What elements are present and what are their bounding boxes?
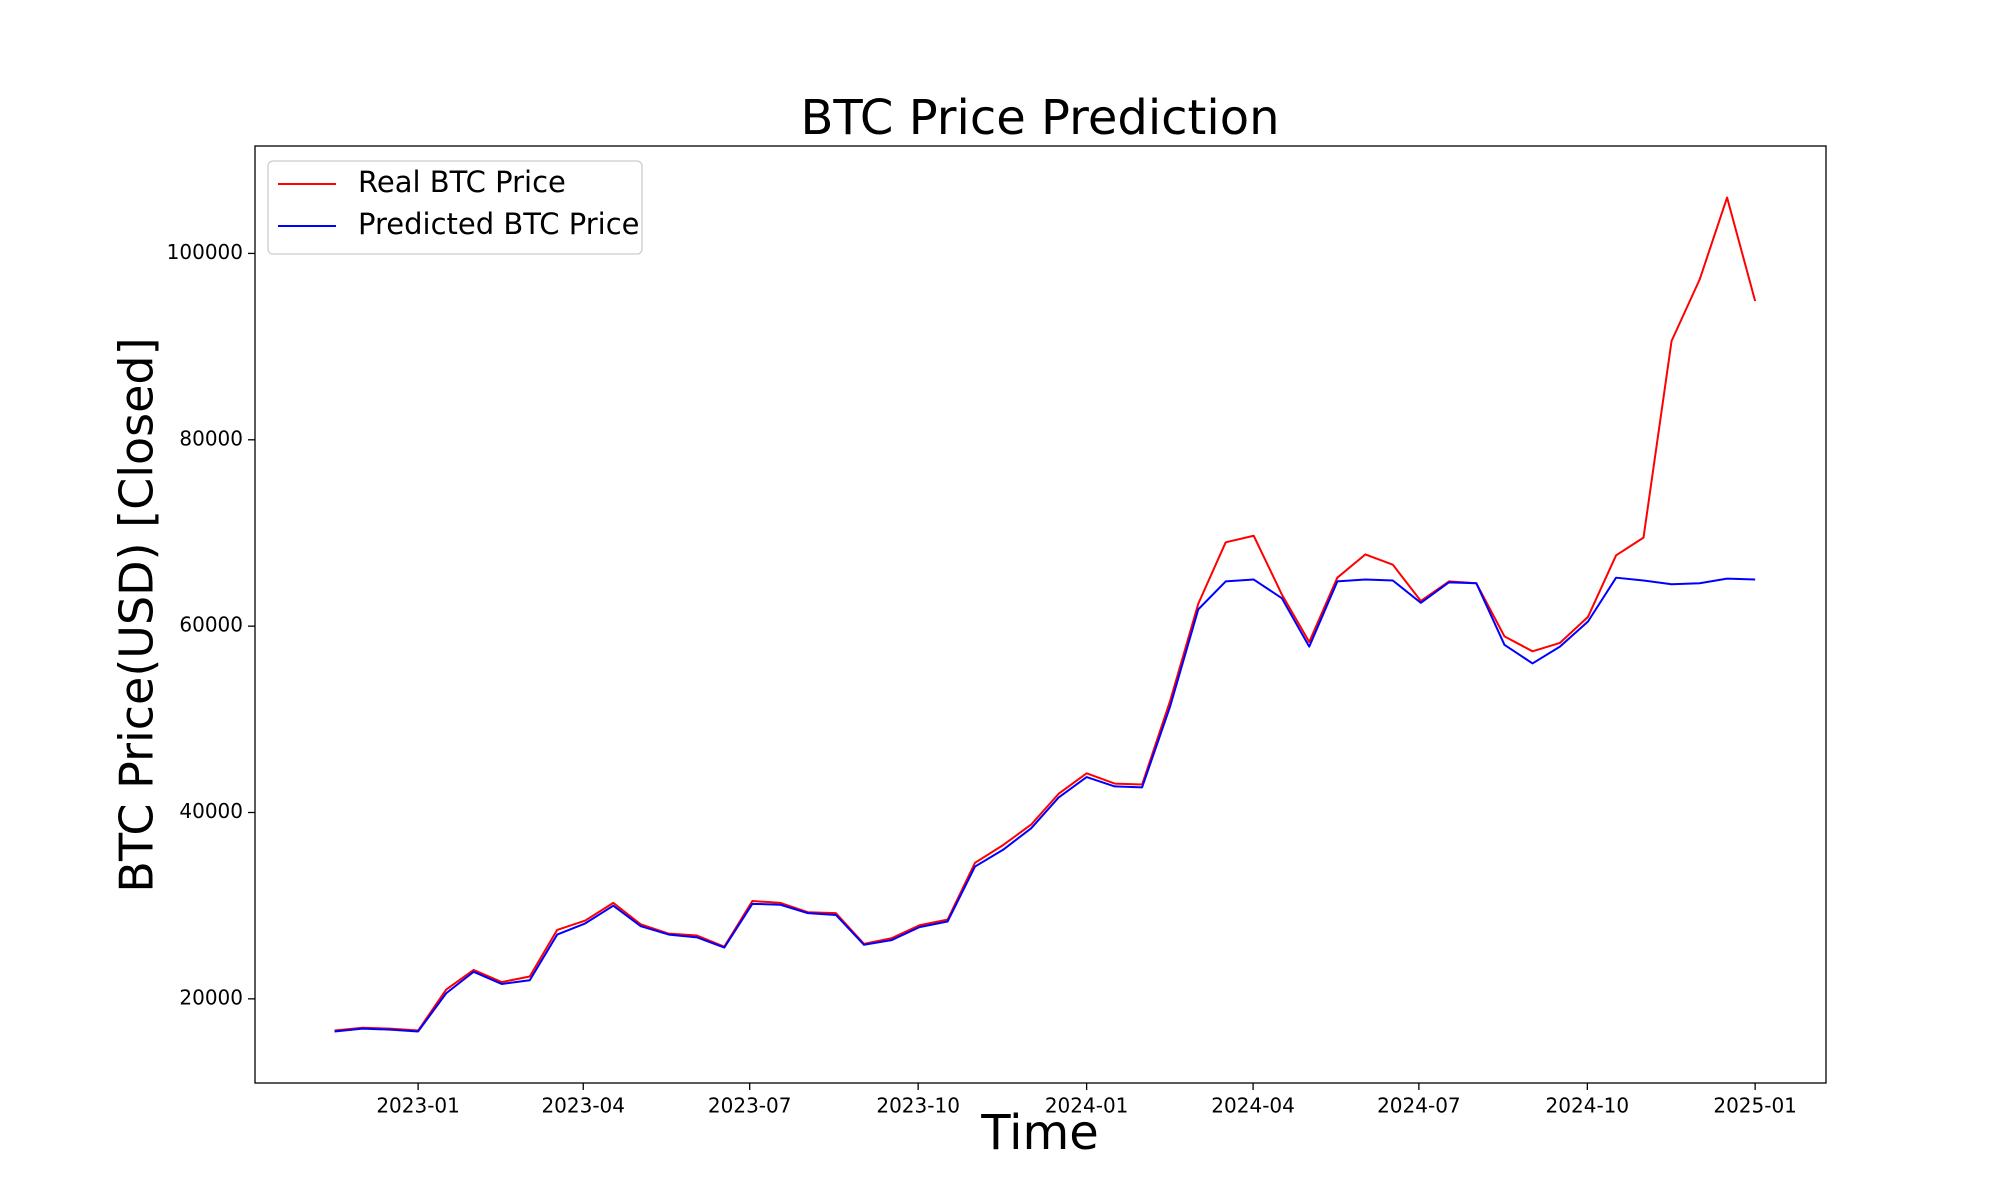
x-tick-label: 2024-10	[1546, 1094, 1630, 1118]
legend-label: Real BTC Price	[358, 165, 566, 199]
plot-frame	[254, 145, 1827, 1084]
y-tick-label: 100000	[167, 240, 243, 264]
y-tick-label: 80000	[179, 426, 243, 450]
x-tick-label: 2025-01	[1713, 1094, 1797, 1118]
x-tick-label: 2023-07	[708, 1094, 792, 1118]
series-line	[334, 576, 1756, 1033]
x-tick-label: 2024-04	[1211, 1094, 1295, 1118]
x-tick-label: 2024-07	[1377, 1094, 1461, 1118]
series-line	[334, 196, 1757, 1032]
x-tick-label: 2024-01	[1045, 1094, 1129, 1118]
plot-area	[334, 196, 1757, 1033]
x-tick-label: 2023-10	[876, 1094, 960, 1118]
legend: Real BTC Price Predicted BTC Price	[267, 160, 643, 255]
legend-box	[267, 160, 643, 255]
y-tick-label: 20000	[179, 985, 243, 1009]
x-tick-label: 2023-04	[541, 1094, 625, 1118]
legend-label: Predicted BTC Price	[358, 207, 639, 241]
y-axis-label: BTC Price(USD) [Closed]	[110, 337, 164, 892]
y-tick-label: 40000	[179, 799, 243, 823]
x-tick-label: 2023-01	[376, 1094, 460, 1118]
y-tick-label: 60000	[179, 613, 243, 637]
chart-title: BTC Price Prediction	[800, 90, 1279, 146]
x-axis-label: Time	[980, 1105, 1098, 1161]
